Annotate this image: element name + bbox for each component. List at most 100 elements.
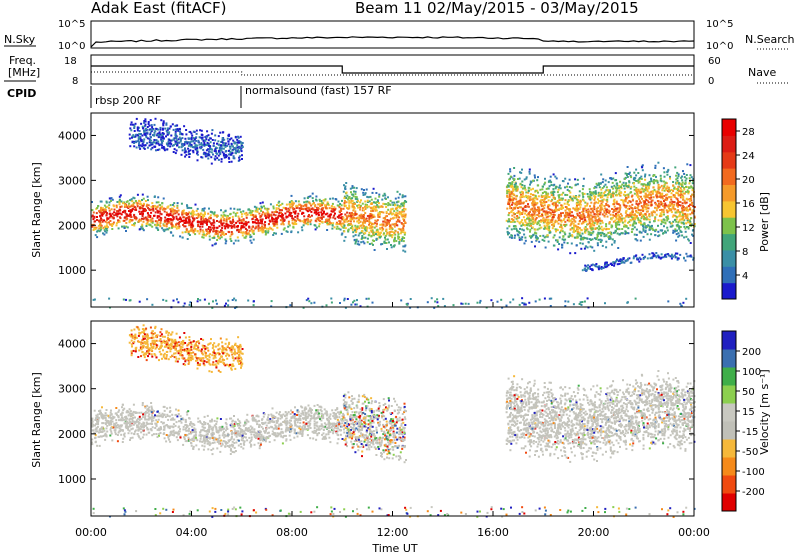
echo-cell <box>637 196 639 199</box>
echo-cell <box>349 201 352 204</box>
echo-cell <box>690 186 693 189</box>
echo-cell <box>278 200 281 203</box>
echo-cell <box>560 220 563 223</box>
echo-cell <box>102 232 104 235</box>
echo-cell <box>380 211 383 213</box>
echo-cell <box>616 221 618 224</box>
echo-cell <box>165 218 168 221</box>
echo-cell <box>165 122 168 125</box>
echo-cell <box>343 184 345 187</box>
echo-cell <box>187 231 190 233</box>
echo-cell <box>518 221 521 224</box>
echo-cell <box>355 240 357 243</box>
echo-cell <box>524 205 527 207</box>
echo-cell <box>325 218 328 221</box>
echo-cell <box>153 214 156 217</box>
echo-cell <box>404 221 407 224</box>
echo-cell <box>146 142 149 145</box>
echo-cell <box>292 208 295 211</box>
echo-cell <box>220 144 222 147</box>
echo-cell <box>653 181 656 184</box>
echo-cell <box>553 197 556 200</box>
echo-cell <box>327 204 330 207</box>
echo-cell <box>131 123 134 126</box>
echo-cell <box>174 130 177 133</box>
echo-cell <box>563 231 566 234</box>
echo-cell <box>608 211 610 214</box>
echo-cell <box>686 217 689 220</box>
echo-cell <box>159 221 162 224</box>
echo-cell <box>551 198 554 201</box>
echo-cell <box>150 136 152 139</box>
echo-cell <box>232 157 235 160</box>
echo-cell <box>666 193 669 196</box>
echo-cell <box>352 235 355 238</box>
echo-cell <box>654 230 657 233</box>
echo-cell <box>181 210 184 213</box>
echo-cell <box>512 189 515 192</box>
echo-cell <box>529 195 532 198</box>
echo-cell <box>635 209 637 212</box>
echo-cell <box>198 232 201 235</box>
echo-cell <box>161 227 164 230</box>
echo-cell <box>535 239 538 242</box>
echo-cell <box>192 149 195 152</box>
echo-cell <box>105 214 108 217</box>
echo-cell <box>384 234 387 237</box>
echo-cell <box>141 223 144 226</box>
echo-cell <box>364 236 367 239</box>
echo-cell <box>172 203 174 206</box>
echo-cell <box>270 227 273 230</box>
echo-cell <box>545 192 548 195</box>
echo-cell <box>657 219 660 222</box>
echo-cell <box>597 232 600 235</box>
echo-cell <box>375 238 378 241</box>
echo-cell <box>381 243 384 245</box>
echo-cell <box>343 230 346 233</box>
echo-cell <box>151 225 154 228</box>
echo-cell <box>650 201 653 204</box>
echo-cell <box>220 149 223 152</box>
echo-cell <box>551 209 553 212</box>
nave-label: Nave <box>748 66 776 79</box>
echo-cell <box>129 214 132 217</box>
echo-cell <box>111 216 114 219</box>
echo-cell <box>638 177 641 180</box>
echo-cell <box>513 216 516 219</box>
echo-cell <box>594 216 597 219</box>
echo-cell <box>334 217 337 220</box>
echo-cell <box>376 199 379 202</box>
echo-cell <box>349 220 352 223</box>
echo-cell <box>211 148 214 151</box>
echo-cell <box>268 226 271 229</box>
echo-cell <box>657 186 660 189</box>
echo-cell <box>395 211 398 214</box>
echo-cell <box>202 148 205 151</box>
echo-cell <box>508 178 511 181</box>
echo-cell <box>149 144 152 146</box>
echo-cell <box>582 185 585 188</box>
echo-cell <box>551 219 554 221</box>
echo-cell <box>679 192 682 195</box>
echo-cell <box>92 211 95 214</box>
echo-cell <box>663 175 666 178</box>
echo-cell <box>667 205 670 208</box>
echo-cell <box>234 147 237 150</box>
echo-cell <box>532 216 535 219</box>
echo-cell <box>350 217 353 220</box>
echo-cell <box>152 207 155 210</box>
echo-cell <box>527 205 529 208</box>
echo-cell <box>541 199 544 201</box>
echo-cell <box>404 231 407 234</box>
echo-cell <box>216 142 218 145</box>
echo-cell <box>263 212 266 215</box>
echo-cell <box>191 134 194 137</box>
echo-cell <box>190 229 193 232</box>
echo-cell <box>241 142 244 144</box>
echo-cell <box>299 209 302 212</box>
echo-cell <box>593 197 596 200</box>
echo-cell <box>512 198 515 201</box>
echo-cell <box>95 226 98 229</box>
echo-cell <box>192 217 194 220</box>
echo-cell <box>364 205 367 208</box>
